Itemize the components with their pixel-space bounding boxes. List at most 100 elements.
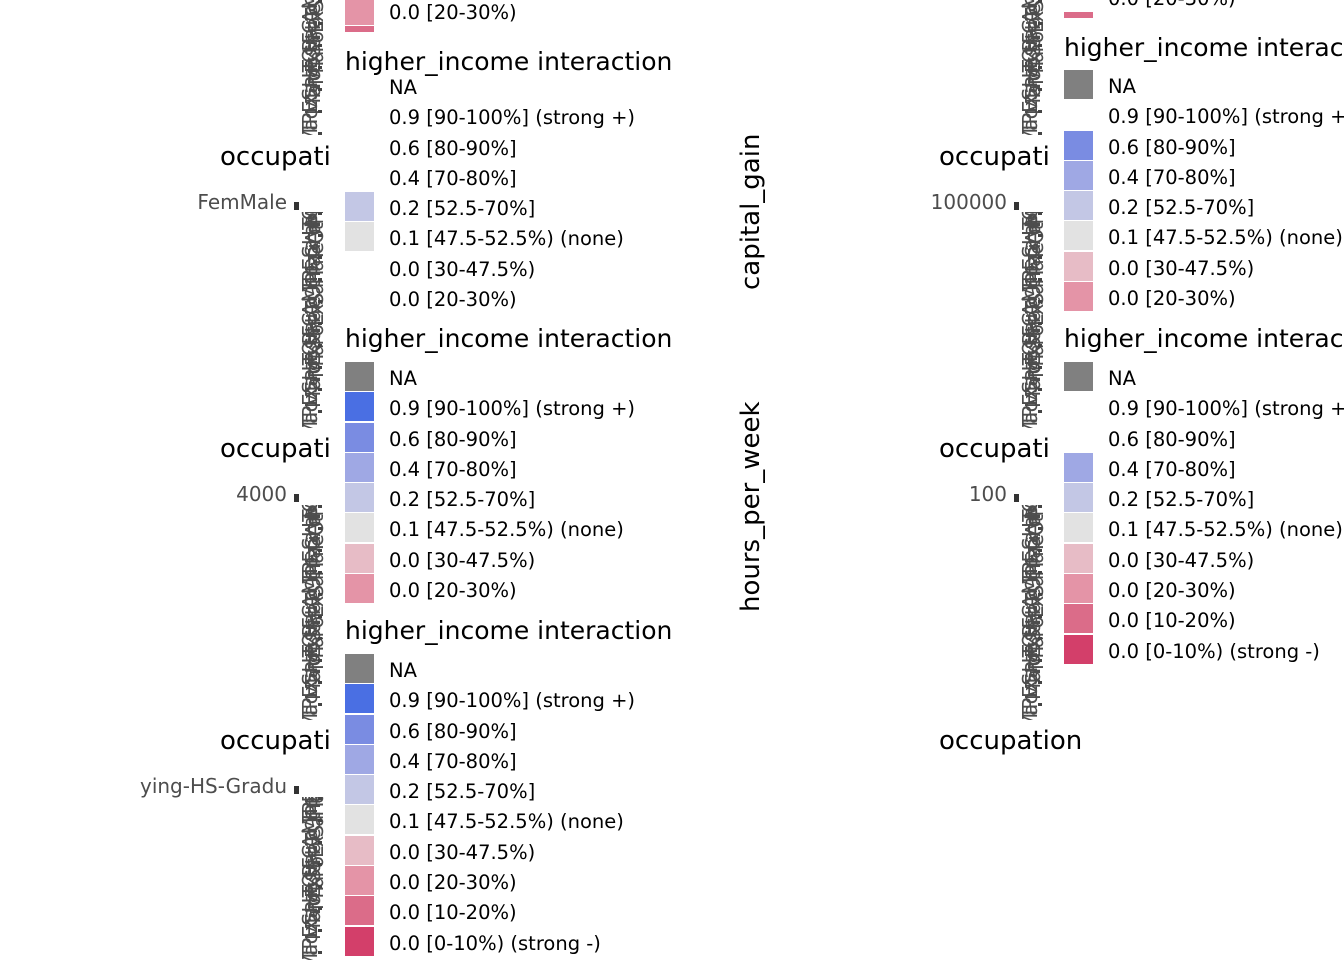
x-tick-label: ying-HS-Gradu <box>139 774 287 798</box>
legend-swatch <box>345 131 374 161</box>
x-tick-mark <box>294 786 299 794</box>
legend-swatch <box>1064 191 1093 221</box>
legend-label: 0.1 [47.5-52.5%) (none) <box>389 518 624 542</box>
legend-label: 0.4 [70-80%] <box>1108 165 1236 189</box>
x-axis-label-clip: occupation <box>939 434 1051 468</box>
legend-label: 0.0 [20-30%) <box>1108 287 1236 311</box>
legend-label: 0.0 [30-47.5%) <box>389 840 536 864</box>
legend-label: 0.0 [20-30%) <box>389 1 517 25</box>
legend-swatch <box>1064 362 1093 391</box>
x-tick-mark <box>1014 494 1019 502</box>
legend-label: 0.1 [47.5-52.5%) (none) <box>389 227 624 251</box>
x-axis-label: occupation <box>939 142 1051 172</box>
legend-capital-loss: higher_income interaction NA 0.9 [90-100%]… <box>345 324 744 608</box>
legend-swatch <box>345 422 374 452</box>
legend-swatch <box>1064 282 1093 312</box>
legend-label: 0.0 [20-30%) <box>389 871 517 895</box>
legend-label: 0.9 [90-100%] (strong +) <box>389 689 636 713</box>
y-axis-labels: MTaPoExSaHaTeOtPrFaCrAdMTaPoExSaHaTeOtPr… <box>298 505 324 720</box>
legend-swatch <box>1064 12 1093 18</box>
legend-swatch <box>1064 70 1093 99</box>
legend-label: 0.6 [80-90%] <box>389 136 517 160</box>
x-tick-mark <box>294 494 299 502</box>
legend-label: 0.4 [70-80%] <box>389 457 517 481</box>
legend-label: NA <box>1108 367 1136 390</box>
legend-swatch <box>345 513 374 543</box>
x-axis-label: occupation <box>939 726 1083 756</box>
legend-label: 0.0 [10-20%) <box>389 31 517 32</box>
legend-label: 0.0 [0-10%) (strong -) <box>1108 639 1320 663</box>
legend-swatch <box>345 926 374 956</box>
facet-strip-label: capital_gain <box>736 133 766 290</box>
x-axis-label-clip: occupation <box>220 142 330 176</box>
legend-label: 0.9 [90-100%] (strong +) <box>389 397 636 421</box>
legend-label: 0.2 [52.5-70%] <box>1108 196 1255 220</box>
legend-label: 0.0 [10-20%) <box>389 901 517 925</box>
legend-label: 0.0 [10-20%) <box>1108 17 1236 18</box>
y-tick-mark <box>1038 0 1042 135</box>
legend-swatch <box>345 684 374 714</box>
legend-label: 0.2 [52.5-70%] <box>1108 488 1255 512</box>
x-tick-label: 4000 <box>236 482 287 506</box>
legend-label: 0.6 [80-90%] <box>389 719 517 743</box>
legend-label: 0.9 [90-100%] (strong +) <box>1108 105 1344 129</box>
legend-swatch <box>345 101 374 131</box>
legend-swatch <box>1064 452 1093 482</box>
legend-title: higher_income interaction <box>345 47 673 76</box>
x-axis-label-clip: occupation <box>939 726 1139 760</box>
x-tick-label: 100 <box>968 482 1007 506</box>
legend-label: NA <box>389 76 417 99</box>
legend-swatch <box>1064 100 1093 130</box>
legend-swatch <box>345 452 374 482</box>
y-tick-mark <box>318 212 322 428</box>
legend-label: 0.9 [90-100%] (strong +) <box>1108 397 1344 421</box>
legend-label: 0.4 [70-80%] <box>389 166 517 190</box>
legend-label: 0.0 [30-47.5%) <box>1108 548 1255 572</box>
legend-swatch <box>345 192 374 222</box>
facet-strip-label: hours_per_week <box>736 401 766 612</box>
y-axis-labels: MTaPoExSaHaTeOtPrFaCrAdMTaPoExSaHaTeOtPr… <box>1018 212 1044 428</box>
x-axis-label: occupation <box>220 434 330 464</box>
legend-swatch <box>345 283 374 312</box>
legend-title: higher_income interaction <box>345 616 673 645</box>
legend-sex: higher_income interaction NA 0.9 [90-100%]… <box>345 47 744 312</box>
legend-label: NA <box>389 367 417 390</box>
legend-title: higher_income interaction <box>1064 33 1344 62</box>
legend-label: 0.2 [52.5-70%] <box>389 488 536 512</box>
legend-swatch <box>1064 0 1093 12</box>
legend-label: 0.0 [20-30%) <box>389 288 517 312</box>
legend-swatch <box>1064 392 1093 422</box>
legend-label: 0.4 [70-80%] <box>389 749 517 773</box>
legend-swatch <box>345 252 374 282</box>
legend-swatch <box>1064 251 1093 281</box>
legend-swatch <box>345 805 374 835</box>
y-tick-mark <box>1038 212 1042 428</box>
legend-label: 0.0 [30-47.5%) <box>1108 256 1255 280</box>
legend-title: higher_income interaction <box>345 324 673 353</box>
legend-swatch <box>1064 483 1093 513</box>
legend-swatch <box>345 744 374 774</box>
legend-label: 0.1 [47.5-52.5%) (none) <box>389 810 624 834</box>
y-tick-mark <box>1038 505 1042 720</box>
x-axis-label-clip: occupation <box>220 726 330 760</box>
legend-education: higher_income interaction NA 0.9 [90-100%]… <box>345 616 744 960</box>
legend-label: 0.0 [20-30%) <box>1108 579 1236 603</box>
legend-swatch <box>1064 130 1093 160</box>
legend-swatch <box>345 604 374 608</box>
x-axis-label-clip: occupation <box>220 434 330 468</box>
x-axis-label: occupation <box>220 726 330 756</box>
legend-label: NA <box>389 659 417 682</box>
y-axis-labels: MTaPoExSaHaTeOtPrFaCrAdMTaPoExSaHaTeOtPr… <box>298 0 324 135</box>
legend-label: 0.0 [20-30%) <box>1108 0 1236 10</box>
legend-label: 0.2 [52.5-70%] <box>389 780 536 804</box>
y-tick-mark <box>318 505 322 720</box>
legend-label: 0.6 [80-90%] <box>1108 135 1236 159</box>
legend-swatch <box>345 866 374 896</box>
y-axis-labels: MTaPoExSaHaTeOtPrFaCrAdMTaPoExSaHaTeOtPr… <box>298 212 324 428</box>
y-tick-mark <box>318 0 322 135</box>
legend-label: 0.6 [80-90%] <box>1108 427 1236 451</box>
legend-label: 0.0 [10-20%) <box>1108 609 1236 633</box>
legend-swatch <box>345 543 374 573</box>
legend-title: higher_income interaction <box>1064 324 1344 353</box>
